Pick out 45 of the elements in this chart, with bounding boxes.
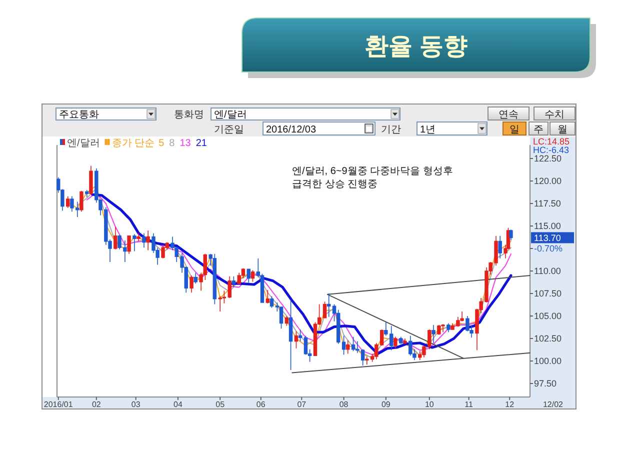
text: 연속	[498, 110, 518, 120]
y-tick-label: 102.50	[534, 334, 562, 344]
text: 월	[558, 124, 568, 136]
x-tick-label: 10	[424, 400, 434, 409]
x-tick-label: 04	[174, 400, 183, 409]
legend-label: 엔/달러	[67, 138, 100, 149]
y-tick-label: 117.50	[534, 198, 561, 209]
x-tick-label: 02	[92, 400, 102, 409]
text: 엔/달러	[214, 110, 247, 120]
text: HC:-6.43	[533, 145, 570, 155]
legend: 엔/달러 종가 단순 5 8 13 21	[60, 138, 207, 149]
x-tick-label: 07	[297, 400, 307, 409]
y-tick-label: 100.00	[534, 356, 562, 366]
text: -0.70%	[534, 244, 563, 254]
x-tick-label: 12	[505, 400, 515, 409]
y-tick-label: 107.50	[534, 288, 562, 299]
text: LC:14.85	[533, 136, 570, 146]
x-tick-label: 2016/01	[44, 400, 74, 409]
y-tick-label: 115.00	[534, 221, 561, 232]
text: 주요통화	[59, 110, 99, 120]
y-tick-label: 122.50	[534, 154, 562, 164]
chart-title: 환율 동향	[364, 33, 468, 60]
legend-title: 종가 단순	[112, 138, 155, 149]
text: 일	[510, 124, 520, 136]
x-tick-label: 09	[381, 400, 391, 409]
text: 2016/12/03	[266, 124, 316, 136]
y-tick-label: 105.00	[534, 311, 562, 322]
x-tick-label: 03	[131, 400, 141, 409]
text: 113.70	[534, 233, 561, 243]
y-tick-label: 97.50	[534, 378, 557, 389]
text: 통화명	[174, 110, 204, 120]
text: 기간	[381, 124, 401, 136]
text: 주	[534, 124, 544, 136]
x-tick-label: 05	[216, 400, 226, 409]
text: 1년	[420, 124, 436, 136]
x-tick-label: 08	[339, 400, 349, 409]
y-tick-label: 110.00	[534, 266, 561, 276]
text: 기준일	[214, 124, 244, 136]
annotation: 급격한 상승 진행중	[292, 179, 378, 190]
text: 수치	[544, 110, 564, 120]
x-tick-label: 06	[256, 400, 266, 409]
y-tick-label: 120.00	[534, 176, 562, 186]
x-tick-label: 11	[464, 400, 474, 409]
text: 12/02	[542, 400, 564, 409]
annotation: 엔/달러, 6~9월중 다중바닥을 형성후	[292, 166, 453, 177]
